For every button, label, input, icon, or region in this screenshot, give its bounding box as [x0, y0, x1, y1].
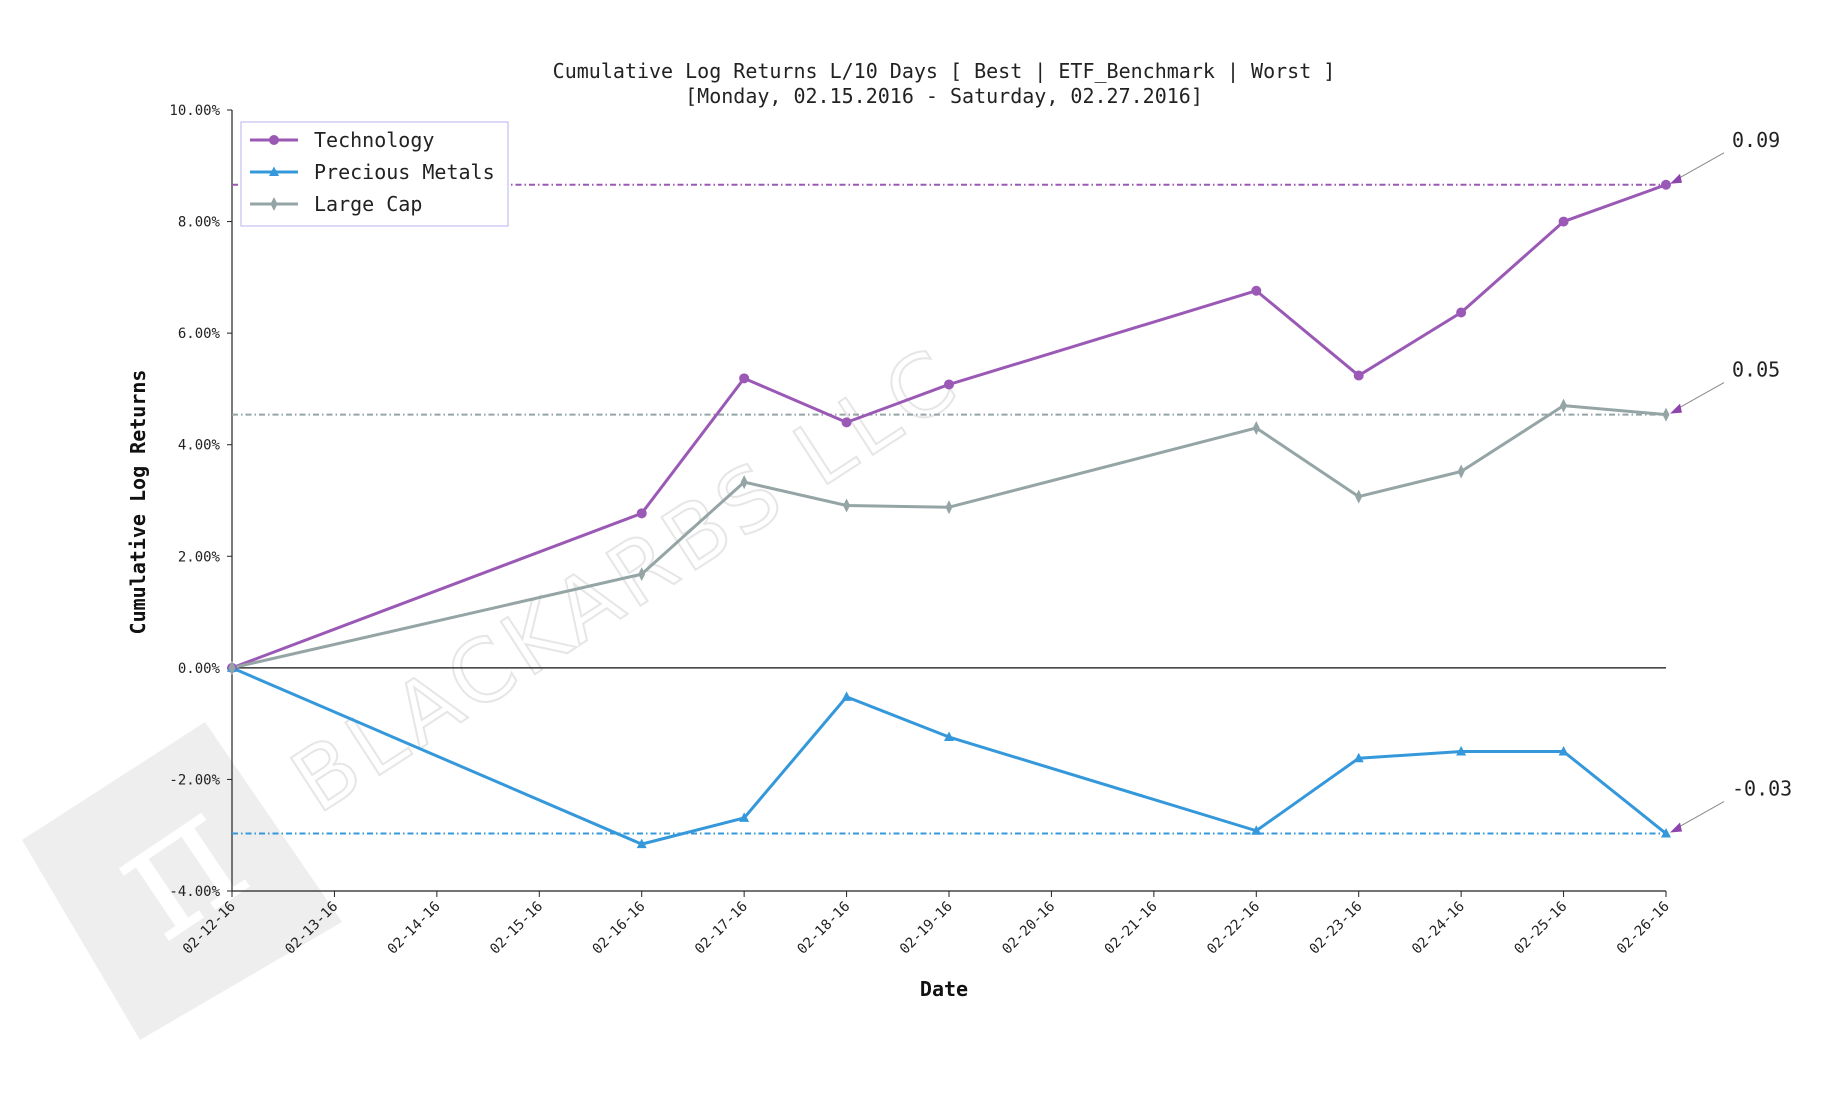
x-tick-label: 02-23-16 — [1307, 899, 1366, 958]
precious-metals-annotation-arrowhead — [1670, 822, 1682, 833]
legend-label-technology: Technology — [314, 128, 434, 152]
large-cap-point — [228, 660, 236, 675]
x-tick-label: 02-21-16 — [1102, 899, 1161, 958]
large-cap-point — [740, 475, 748, 490]
precious-metals-point — [1558, 746, 1569, 756]
large-cap-point — [1662, 407, 1670, 422]
x-tick-label: 02-15-16 — [487, 899, 546, 958]
precious-metals-annotation-arrow — [1675, 801, 1725, 829]
large-cap-point — [1252, 420, 1260, 435]
large-cap-point — [1457, 464, 1465, 479]
y-axis-label: Cumulative Log Returns — [126, 370, 150, 635]
x-tick-label: 02-14-16 — [385, 899, 444, 958]
technology-annotation-arrow — [1675, 152, 1725, 181]
y-tick-label: 0.00% — [178, 661, 221, 677]
large-cap-point — [1560, 398, 1568, 413]
technology-point — [1558, 216, 1569, 227]
legend-marker-large-cap — [270, 197, 278, 211]
x-tick-label: 02-17-16 — [692, 899, 751, 958]
series-markers — [227, 179, 1671, 849]
large-cap-annotation-arrow — [1675, 382, 1725, 411]
precious-metals-point — [1456, 746, 1467, 756]
watermark-logo-box — [22, 722, 342, 1040]
series-lines — [231, 183, 1667, 846]
technology-point — [841, 417, 852, 428]
y-tick-label: 6.00% — [178, 326, 221, 342]
chart-subtitle: [Monday, 02.15.2016 - Saturday, 02.27.20… — [685, 84, 1203, 108]
y-tick-label: 4.00% — [178, 438, 221, 454]
legend-label-precious-metals: Precious Metals — [314, 160, 495, 184]
legend: Technology Precious Metals Large Cap — [240, 121, 509, 227]
axes: -4.00% -2.00% 0.00% 2.00% 4.00% 6.00% 8.00% 10.… — [169, 103, 1672, 958]
large-cap-annotation-arrowhead — [1670, 403, 1682, 414]
large-cap-point — [1355, 489, 1363, 504]
x-tick-label: 02-20-16 — [999, 899, 1058, 958]
precious-metals-point — [944, 731, 954, 742]
x-tick-label: 02-18-16 — [794, 899, 853, 958]
precious-metals-line — [231, 666, 1667, 846]
precious-metals-annotation-label: -0.03 — [1732, 777, 1792, 801]
x-tick-label: 02-26-16 — [1614, 899, 1673, 958]
technology-point — [636, 508, 647, 519]
watermark-text: BLACKARBS LLC — [275, 328, 978, 833]
technology-point — [1661, 179, 1671, 190]
technology-point — [1251, 285, 1262, 296]
annotations: 0.09 -0.03 0.05 — [1670, 128, 1792, 833]
y-tick-label: -4.00% — [169, 884, 220, 900]
large-cap-point — [843, 498, 851, 513]
y-tick-label: 2.00% — [178, 549, 221, 565]
legend-label-large-cap: Large Cap — [314, 192, 422, 216]
x-tick-label: 02-22-16 — [1204, 899, 1263, 958]
precious-metals-point — [1661, 828, 1671, 838]
y-tick-label: 10.00% — [169, 103, 220, 119]
technology-annotation-label: 0.09 — [1732, 128, 1780, 152]
large-cap-annotation-label: 0.05 — [1732, 358, 1780, 382]
precious-metals-point — [1353, 752, 1364, 763]
legend-marker-precious-metals — [269, 166, 279, 176]
precious-metals-point — [636, 838, 647, 849]
x-tick-label: 02-24-16 — [1409, 899, 1468, 958]
technology-point — [739, 373, 750, 384]
x-tick-label: 02-19-16 — [897, 899, 956, 958]
y-tick-label: 8.00% — [178, 215, 221, 231]
technology-point — [944, 379, 954, 390]
large-cap-point — [945, 500, 953, 515]
legend-marker-technology — [269, 135, 279, 145]
technology-point — [1353, 370, 1364, 381]
y-tick-label: -2.00% — [169, 772, 220, 788]
technology-annotation-arrowhead — [1670, 173, 1682, 184]
technology-line — [231, 183, 1667, 670]
large-cap-line — [231, 404, 1667, 670]
precious-metals-point — [739, 812, 750, 822]
chart-title: Cumulative Log Returns L/10 Days [ Best … — [553, 59, 1336, 83]
large-cap-point — [638, 567, 646, 582]
x-tick-label: 02-25-16 — [1511, 899, 1570, 958]
x-axis-label: Date — [920, 977, 968, 1001]
x-tick-label: 02-16-16 — [590, 899, 649, 958]
precious-metals-point — [1251, 825, 1262, 835]
precious-metals-point — [841, 691, 852, 701]
technology-point — [1456, 307, 1467, 318]
